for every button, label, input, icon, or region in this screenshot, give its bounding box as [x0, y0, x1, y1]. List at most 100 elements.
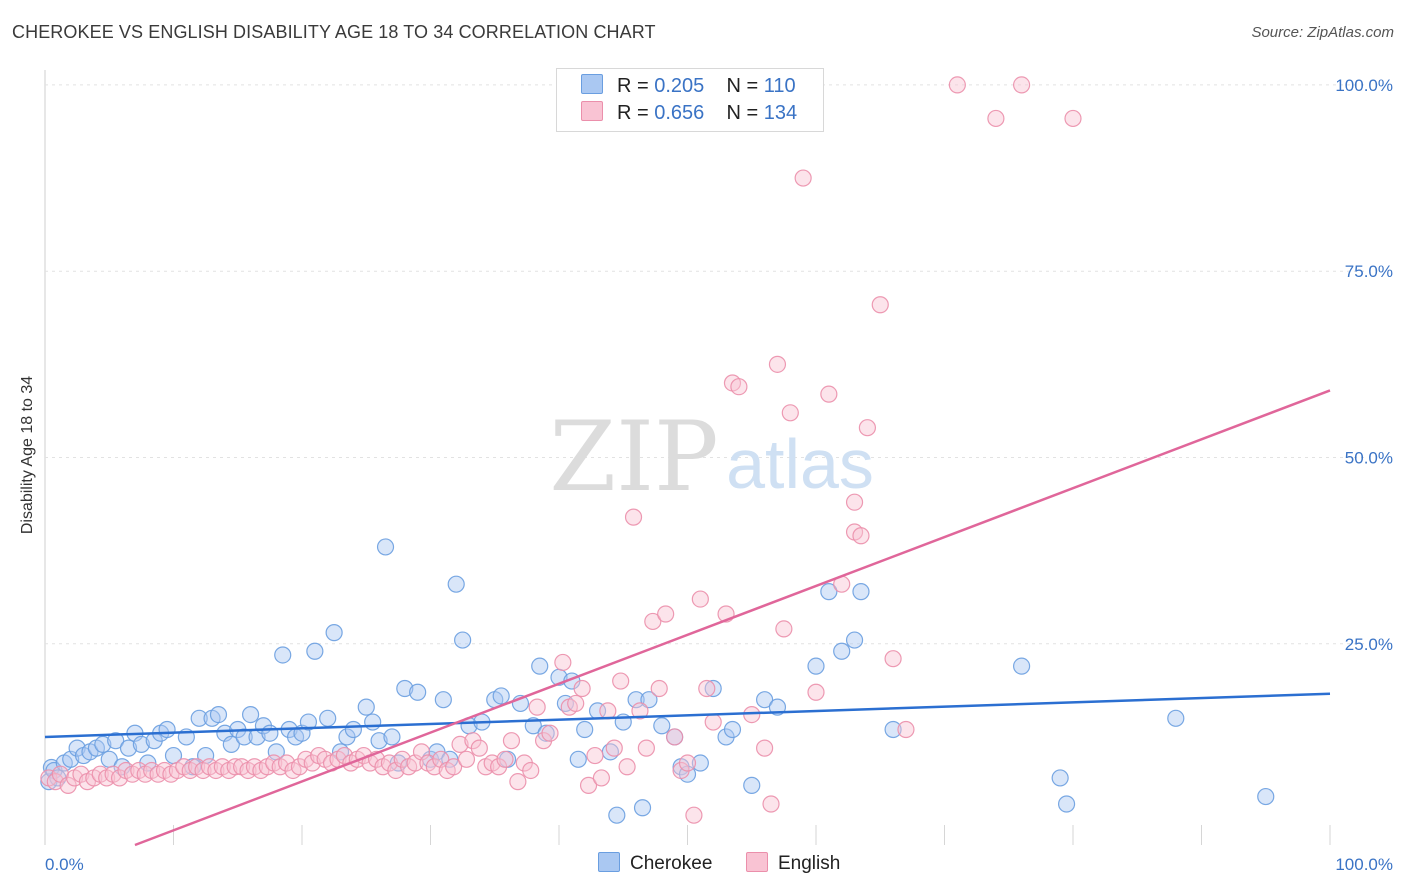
english-point: [522, 761, 540, 780]
cherokee-point: [569, 750, 587, 768]
english-point: [567, 694, 585, 713]
cherokee-point: [434, 691, 452, 709]
english-point: [685, 806, 703, 824]
cherokee-point: [119, 739, 138, 757]
english-point: [612, 672, 630, 690]
correlation-legend: R = 0.205 N = 110 R = 0.656 N = 134: [556, 68, 824, 132]
cherokee-legend-swatch: [598, 852, 620, 872]
y-tick-label: 75.0%: [1345, 262, 1393, 281]
cherokee-point: [833, 642, 851, 660]
cherokee-point: [376, 538, 395, 556]
cherokee-point: [94, 735, 112, 753]
cherokee-point: [1257, 787, 1275, 806]
source-credit: Source: ZipAtlas.com: [1251, 24, 1394, 41]
english-point: [768, 355, 787, 373]
grid-layer: [44, 70, 1365, 845]
english-point: [618, 758, 636, 776]
cherokee-point: [370, 732, 388, 750]
r-label: R =: [617, 75, 649, 97]
cherokee-point: [396, 679, 414, 698]
english-point: [541, 724, 559, 742]
cherokee-point: [383, 728, 401, 746]
english-point: [704, 713, 722, 731]
english-point: [650, 679, 668, 698]
cherokee-point: [608, 806, 626, 824]
cherokee-point: [364, 713, 382, 731]
english-point: [884, 650, 902, 668]
english-point: [457, 750, 476, 768]
english-point: [858, 419, 877, 437]
cherokee-point: [447, 575, 465, 593]
cherokee-trend-line: [44, 692, 1331, 739]
english-point: [509, 773, 527, 791]
english-point: [554, 653, 572, 672]
bottom-legend-cherokee[interactable]: Cherokee: [598, 852, 712, 875]
english-point: [755, 739, 774, 757]
x-tick-label: 0.0%: [45, 855, 84, 874]
english-point: [897, 720, 915, 739]
english-trend-line: [134, 389, 1331, 847]
english-point: [666, 728, 684, 746]
cherokee-point: [319, 709, 337, 727]
cherokee-point: [344, 720, 362, 739]
cherokee-point: [820, 583, 838, 601]
cherokee-point: [1012, 657, 1031, 675]
cherokee-point: [807, 657, 825, 675]
english-point: [794, 169, 812, 187]
english-point: [1012, 76, 1031, 94]
english-point: [624, 508, 643, 526]
cherokee-point: [132, 735, 150, 753]
tick-labels: 100.0% 75.0% 50.0% 25.0% 0.0% 100.0%: [45, 76, 1393, 874]
english-point: [573, 679, 591, 698]
cherokee-swatch: [581, 74, 603, 94]
cherokee-point: [409, 683, 427, 701]
cherokee-point: [107, 732, 125, 750]
english-point: [948, 76, 966, 94]
english-legend-swatch: [746, 852, 768, 872]
watermark-zip: ZIP: [549, 401, 718, 513]
cherokee-point: [1057, 795, 1076, 813]
cherokee-point: [576, 720, 594, 739]
english-swatch: [581, 101, 603, 121]
english-point: [820, 385, 838, 403]
cherokee-point: [197, 746, 215, 765]
cherokee-point: [42, 758, 61, 777]
english-point: [445, 758, 463, 776]
english-point: [775, 620, 793, 638]
english-point: [644, 612, 662, 631]
cherokee-point: [454, 631, 472, 649]
english-point: [698, 679, 716, 698]
cherokee-point: [190, 709, 208, 727]
chart-title: CHEROKEE VS ENGLISH DISABILITY AGE 18 TO…: [12, 22, 656, 42]
y-tick-label: 25.0%: [1345, 635, 1393, 654]
english-point: [871, 296, 889, 314]
cherokee-point: [743, 776, 761, 794]
english-point: [987, 109, 1005, 128]
english-point: [657, 605, 675, 623]
english-point: [605, 739, 623, 757]
english-point: [586, 746, 604, 765]
cherokee-point: [209, 705, 228, 724]
cherokee-point: [845, 631, 864, 649]
english-point: [678, 754, 697, 772]
bottom-legend-english[interactable]: English: [746, 852, 840, 875]
y-tick-label: 50.0%: [1345, 449, 1393, 468]
english-point: [730, 378, 748, 396]
english-point: [226, 758, 244, 776]
cherokee-point: [158, 720, 176, 739]
english-point: [631, 702, 649, 720]
legend-row-cherokee: R = 0.205 N = 110: [581, 74, 796, 98]
english-point: [496, 750, 514, 768]
cherokee-point: [653, 717, 671, 735]
cherokee-point: [723, 720, 742, 739]
cherokee-point: [274, 646, 292, 664]
cherokee-point: [325, 624, 343, 642]
cherokee-point: [640, 691, 658, 709]
english-point: [502, 732, 521, 750]
english-point: [691, 590, 709, 608]
english-point: [470, 739, 488, 757]
english-r-value: 0.656: [654, 102, 705, 124]
english-point: [762, 795, 780, 813]
n-label: N =: [726, 102, 759, 124]
